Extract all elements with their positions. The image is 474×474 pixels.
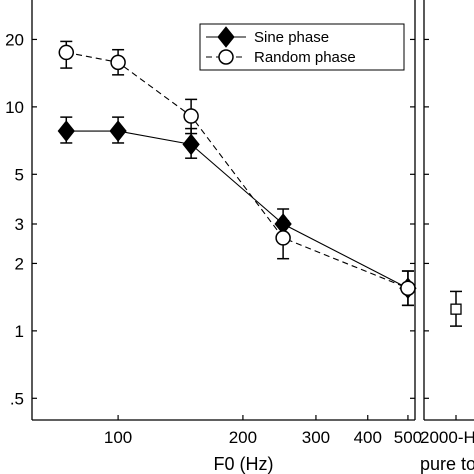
data-point-marker — [109, 120, 127, 142]
data-point-marker — [450, 303, 462, 315]
legend: Sine phase Random phase — [199, 23, 405, 71]
series-line — [66, 130, 409, 289]
data-point-marker — [58, 44, 75, 61]
x-axis-title: F0 (Hz) — [214, 454, 274, 474]
data-point-marker — [275, 230, 291, 246]
side-plot: 2000-H pure to — [420, 0, 474, 474]
data-point-marker — [110, 54, 126, 71]
series-sine-phase — [57, 116, 417, 307]
data-point-marker — [183, 108, 199, 124]
data-point-marker — [400, 280, 416, 296]
side-series — [450, 290, 462, 327]
y-tick-label: 10 — [5, 98, 24, 117]
legend-label: Random phase — [254, 49, 356, 66]
x-tick-label: 200 — [229, 428, 257, 447]
y-tick-label: 1 — [15, 322, 24, 341]
y-tick-label: 3 — [15, 215, 24, 234]
data-point-marker — [218, 49, 234, 65]
side-x-tick-label: 2000-H — [420, 428, 474, 447]
data-point-marker — [182, 133, 200, 156]
data-point-marker — [57, 120, 75, 142]
x-tick-label: 400 — [354, 428, 382, 447]
data-point-marker — [217, 26, 235, 48]
legend-label: Sine phase — [254, 29, 329, 46]
x-tick-label: 500 — [394, 428, 422, 447]
y-tick-label: 2 — [15, 254, 24, 273]
x-tick-label: 100 — [104, 428, 132, 447]
y-tick-label: .5 — [10, 389, 24, 408]
y-tick-label: 5 — [15, 165, 24, 184]
x-tick-label: 300 — [302, 428, 330, 447]
series-line — [66, 51, 409, 289]
main-plot: .5 1 2 3 5 10 20 100 200 300 400 500 F0 (Hz) Sine pha… — [5, 0, 422, 474]
legend-box — [199, 23, 405, 71]
side-x-axis-title: pure to — [420, 454, 474, 474]
y-tick-label: 20 — [5, 30, 24, 49]
series-random-phase — [58, 40, 416, 307]
